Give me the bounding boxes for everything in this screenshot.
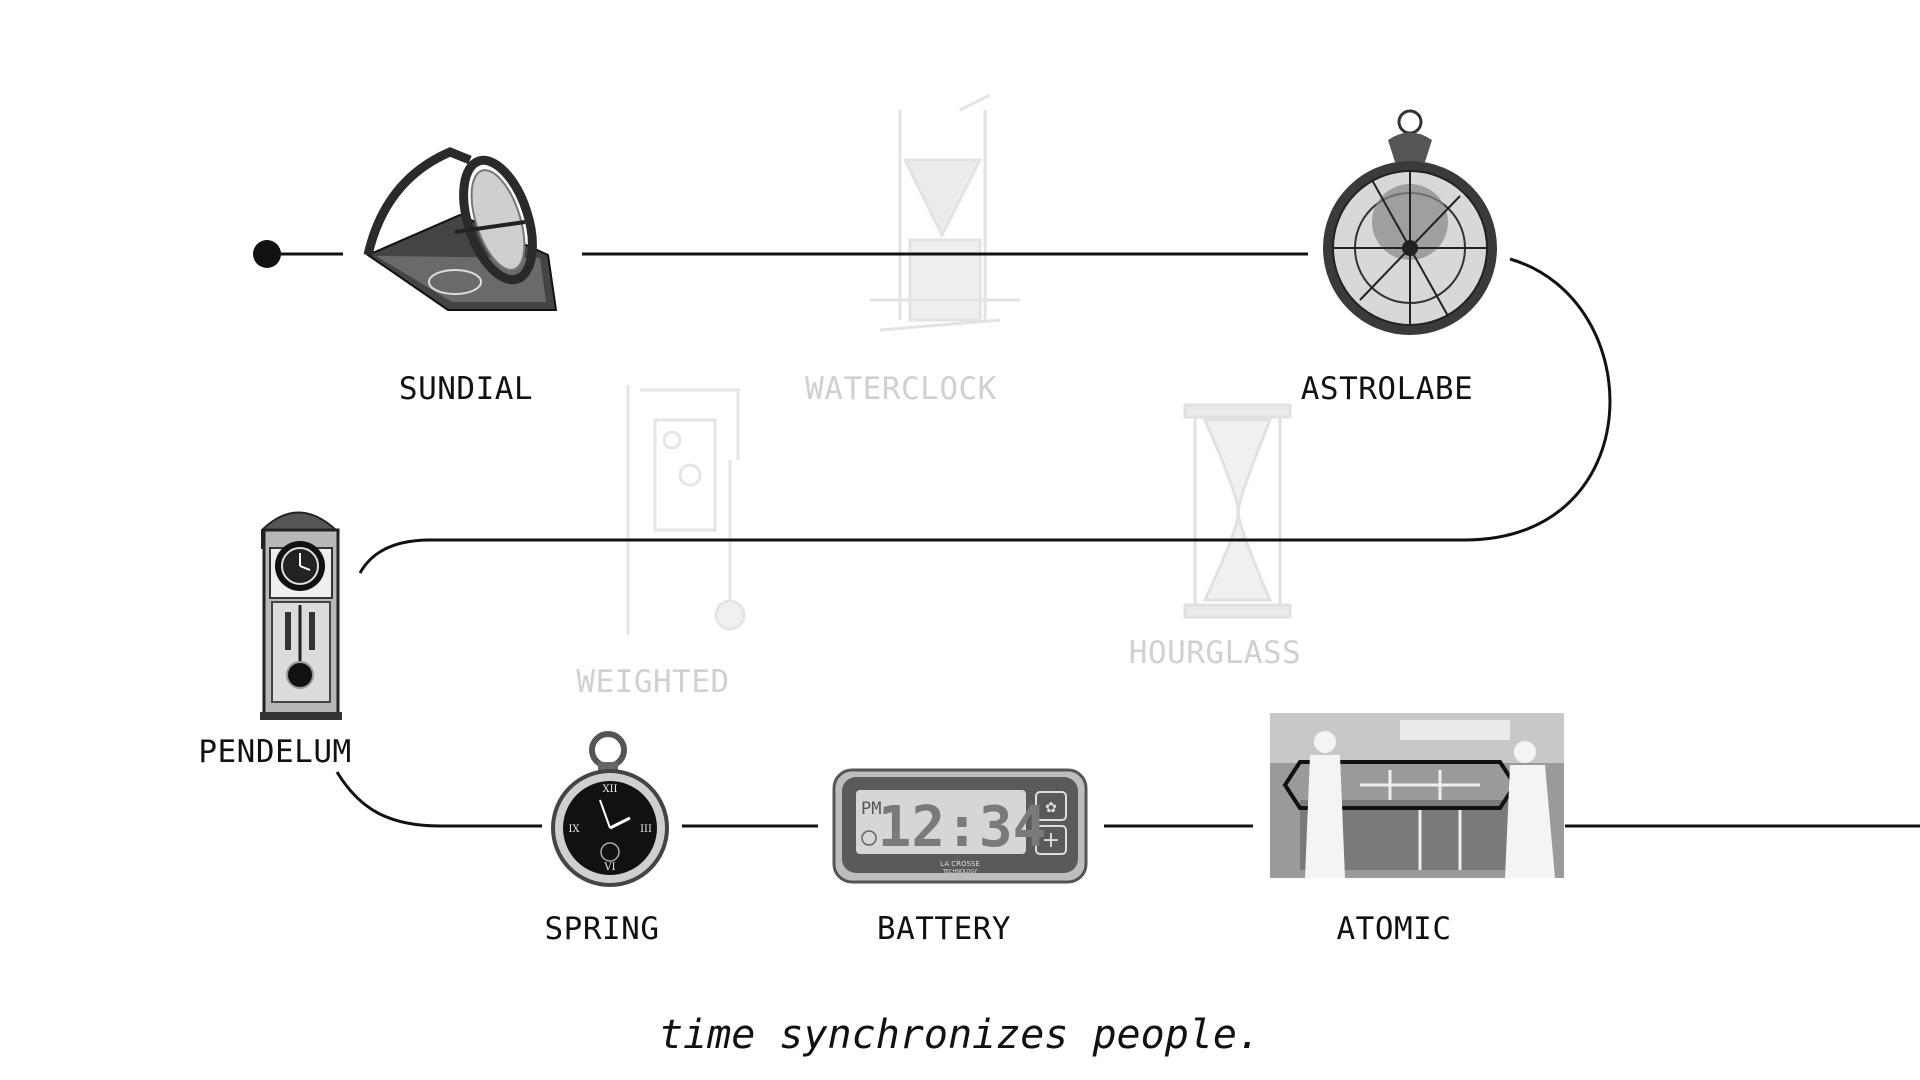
svg-text:VI: VI [603,862,615,873]
era-label-waterclock: WATERCLOCK [805,371,997,407]
era-label-astrolabe: ASTROLABE [1300,371,1474,407]
era-label-pendelum: PENDELUM [198,734,352,770]
battery-brand-line1: LA CROSSE [940,860,980,868]
pendulum-clock-icon [260,511,342,720]
atomic-clock-icon [1270,713,1564,878]
battery-meridiem: PM [861,799,881,819]
digital-clock-icon: + ✿ [832,768,1088,884]
svg-text:✿: ✿ [1045,800,1057,816]
sundial-icon [363,147,558,311]
tagline: time synchronizes people. [658,1012,1262,1058]
battery-brand-line2: TECHNOLOGY [942,869,978,875]
svg-text:III: III [640,824,652,835]
era-label-atomic: ATOMIC [1336,911,1452,947]
weighted-clock-icon [626,385,746,635]
era-label-sundial: SUNDIAL [398,371,534,407]
era-label-battery: BATTERY [876,911,1012,947]
era-label-weighted: WEIGHTED [576,664,730,700]
svg-text:XII: XII [602,784,617,795]
start-dot [253,240,281,268]
svg-text:+: + [1042,828,1060,853]
svg-text:IX: IX [568,824,580,835]
battery-display-time: 12:34 [878,795,1047,860]
hourglass-icon [1183,403,1292,619]
era-label-spring: SPRING [544,911,660,947]
waterclock-icon [870,93,1020,332]
pocket-watch-icon: XII III VI IX [551,731,669,887]
astrolabe-icon [1323,109,1497,335]
timeline-path [266,252,1920,828]
era-label-hourglass: HOURGLASS [1128,635,1302,671]
